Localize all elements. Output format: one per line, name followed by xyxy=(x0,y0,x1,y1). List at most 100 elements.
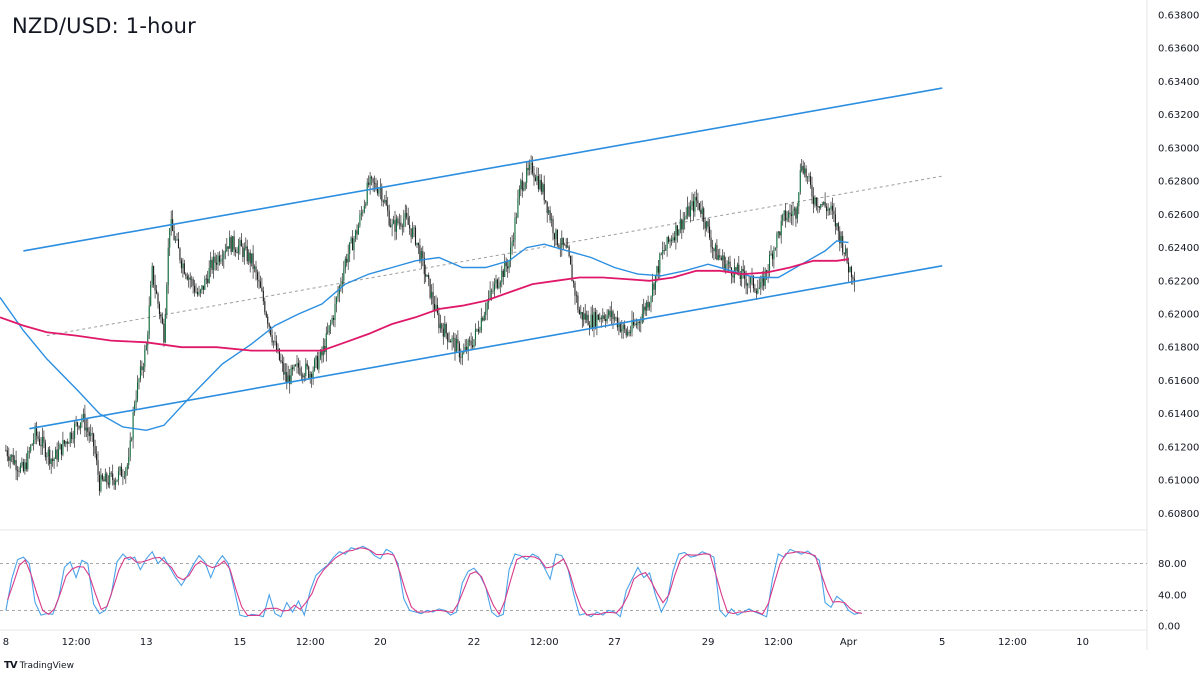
candle-body xyxy=(325,332,327,352)
candle-body xyxy=(365,203,367,206)
candle-body xyxy=(53,458,55,461)
time-tick-label: 13 xyxy=(140,637,153,648)
candle-body xyxy=(843,252,845,254)
candle-body xyxy=(619,323,621,332)
price-tick-label: 0.63800 xyxy=(1158,11,1199,22)
candle-body xyxy=(482,317,484,321)
candle-body xyxy=(5,450,7,452)
candle-body xyxy=(420,251,422,262)
candle-body xyxy=(747,283,749,286)
candle-body xyxy=(229,237,231,249)
candle-body xyxy=(621,329,623,332)
moving-averages xyxy=(0,240,849,432)
candle-body xyxy=(814,197,816,205)
candle-body xyxy=(647,302,649,308)
candle-body xyxy=(141,366,143,370)
candle-body xyxy=(98,474,101,491)
candle-body xyxy=(78,426,80,429)
candle-body xyxy=(406,212,408,218)
candle-body xyxy=(606,315,608,322)
candle-body xyxy=(97,460,99,475)
candle-body xyxy=(379,187,381,190)
candle-body xyxy=(293,365,295,370)
candle-body xyxy=(477,329,479,332)
candle-body xyxy=(717,255,719,260)
candle-body xyxy=(44,442,46,457)
candle-body xyxy=(100,474,102,491)
candle-body xyxy=(716,245,718,260)
candle-body xyxy=(230,237,232,252)
candle-body xyxy=(49,449,51,464)
candle-body xyxy=(795,208,797,219)
candle-body xyxy=(551,219,553,221)
candle-body xyxy=(101,474,103,480)
candle-body xyxy=(637,321,639,325)
candle-body xyxy=(37,435,39,439)
candle-body xyxy=(755,290,757,294)
price-tick-label: 0.60800 xyxy=(1158,509,1199,520)
candle-body xyxy=(439,323,441,329)
candle-body xyxy=(43,436,45,443)
candle-body xyxy=(188,277,190,280)
candle-body xyxy=(824,202,826,207)
candle-body xyxy=(169,228,171,248)
candle-body xyxy=(74,424,76,439)
candle-body xyxy=(776,233,778,249)
candle-body xyxy=(52,459,54,461)
candle-body xyxy=(240,240,242,247)
candle-body xyxy=(147,334,149,346)
candle-body xyxy=(340,284,342,287)
candle-body xyxy=(419,245,421,262)
candle-body xyxy=(15,460,17,471)
candle-body xyxy=(90,433,92,436)
candle-body xyxy=(577,295,579,310)
candle-body xyxy=(93,433,95,447)
candle-body xyxy=(834,214,836,227)
time-tick-label: 12:00 xyxy=(296,637,325,648)
candle-body xyxy=(719,255,721,258)
candle-body xyxy=(739,275,741,279)
candle-body xyxy=(760,282,762,288)
candle-body xyxy=(286,372,288,383)
candle-body xyxy=(330,323,332,326)
candle-body xyxy=(227,246,229,249)
candle-body xyxy=(602,315,604,319)
candle-body xyxy=(788,212,790,218)
candle-body xyxy=(278,348,280,360)
oscillator-lines xyxy=(5,545,863,618)
candle-body xyxy=(381,187,383,201)
candle-body xyxy=(707,221,709,227)
candle-body xyxy=(59,444,61,450)
candle-body xyxy=(84,413,86,431)
candle-body xyxy=(173,231,175,241)
candle-body xyxy=(296,363,298,366)
candle-body xyxy=(433,304,436,311)
candle-body xyxy=(546,201,548,213)
candle-body xyxy=(531,162,534,173)
candle-body xyxy=(217,255,219,265)
candle-body xyxy=(627,332,629,336)
candle-body xyxy=(549,210,551,221)
candle-body xyxy=(403,218,405,227)
candle-body xyxy=(615,317,617,319)
candle-body xyxy=(264,301,266,313)
candle-body xyxy=(25,462,27,470)
candle-body xyxy=(139,366,141,380)
candle-body xyxy=(833,210,835,215)
candle-body xyxy=(593,311,595,328)
candle-body xyxy=(154,284,156,291)
candle-body xyxy=(400,222,402,227)
candle-body xyxy=(842,236,844,253)
tradingview-brand[interactable]: TV TradingView xyxy=(4,660,74,671)
candle-body xyxy=(461,353,463,358)
candle-body xyxy=(507,266,509,269)
candle-body xyxy=(371,176,373,179)
candle-body xyxy=(518,188,520,199)
candle-body xyxy=(294,365,297,366)
candle-body xyxy=(109,472,111,485)
candle-body xyxy=(790,214,793,216)
candle-body xyxy=(610,311,613,318)
candle-body xyxy=(657,266,659,273)
candle-body xyxy=(245,246,247,249)
candle-body xyxy=(704,221,706,229)
